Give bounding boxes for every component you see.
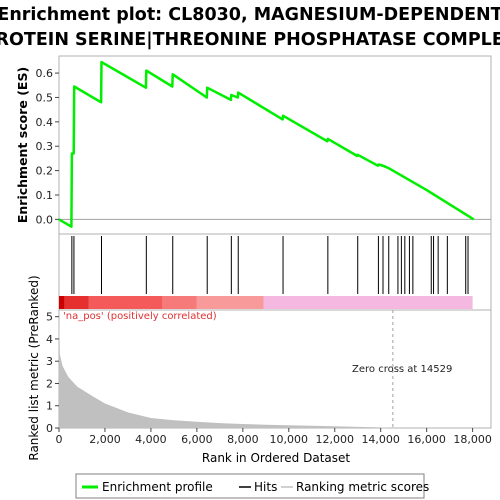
legend-enrichment-label: Enrichment profile (102, 480, 213, 494)
ranking-band-segment (263, 296, 473, 309)
plot-title-line-1: Enrichment plot: CL8030, MAGNESIUM-DEPEN… (0, 5, 500, 25)
x-tick-label: 10,000 (270, 433, 309, 446)
metric-y-ticks: 0 1 2 3 4 5 (46, 311, 59, 435)
es-y-ticks: 0.0 0.1 0.2 0.3 0.4 0.5 0.6 (36, 67, 59, 226)
es-y-tick-label: 0.6 (36, 67, 54, 80)
ranking-metric-area-shape (59, 310, 393, 428)
x-tick-label: 8,000 (227, 433, 259, 446)
ranking-band-segment (88, 296, 163, 309)
legend-hits-label: Hits (254, 480, 277, 494)
metric-y-tick-label: 5 (46, 311, 53, 324)
enrichment-profile-line (58, 60, 475, 228)
es-y-tick-label: 0.4 (36, 116, 54, 129)
ranking-band-segment (59, 296, 65, 309)
metric-y-tick-label: 0 (46, 422, 53, 435)
x-tick-label: 2,000 (89, 433, 121, 446)
x-tick-label: 6,000 (181, 433, 213, 446)
es-y-tick-label: 0.0 (36, 213, 54, 226)
positive-correlation-label: 'na_pos' (positively correlated) (63, 311, 217, 322)
metric-y-tick-label: 4 (46, 333, 53, 346)
x-tick-label: 12,000 (315, 433, 354, 446)
ranking-metric-area (59, 310, 394, 428)
metric-y-tick-label: 2 (46, 377, 53, 390)
x-tick-label: 18,000 (453, 433, 492, 446)
metric-y-tick-label: 1 (46, 400, 53, 413)
x-tick-label: 16,000 (407, 433, 446, 446)
metric-axis-label: Ranked list metric (PreRanked) (27, 275, 41, 460)
metric-y-tick-label: 3 (46, 355, 53, 368)
x-tick-label: 0 (56, 433, 63, 446)
legend: Enrichment profile Hits Ranking metric s… (75, 473, 429, 499)
legend-frame (75, 473, 425, 499)
es-y-tick-label: 0.3 (36, 140, 54, 153)
es-axis-label: Enrichment score (ES) (15, 67, 30, 223)
zero-cross-label: Zero cross at 14529 (352, 364, 452, 375)
es-y-tick-label: 0.2 (36, 165, 54, 178)
ranking-color-band (59, 296, 473, 309)
x-ticks: 0 2,000 4,000 6,000 8,000 10,000 12,000 14,000 1… (56, 428, 492, 446)
ranking-band-segment (196, 296, 264, 309)
es-y-tick-label: 0.1 (36, 189, 54, 202)
es-panel-frame (58, 55, 492, 235)
es-y-tick-label: 0.5 (36, 91, 54, 104)
ranking-band-segment (64, 296, 89, 309)
legend-ranking-label: Ranking metric scores (296, 480, 429, 494)
enrichment-curve-layer (58, 60, 475, 228)
x-tick-label: 4,000 (135, 433, 167, 446)
x-tick-label: 14,000 (361, 433, 400, 446)
x-axis-label: Rank in Ordered Dataset (202, 451, 350, 465)
hit-markers (71, 236, 469, 294)
plot-title-line-2: PROTEIN SERINE|THREONINE PHOSPHATASE COM… (0, 30, 500, 50)
ranking-band-segment (162, 296, 197, 309)
metric-panel-frame (58, 309, 492, 429)
